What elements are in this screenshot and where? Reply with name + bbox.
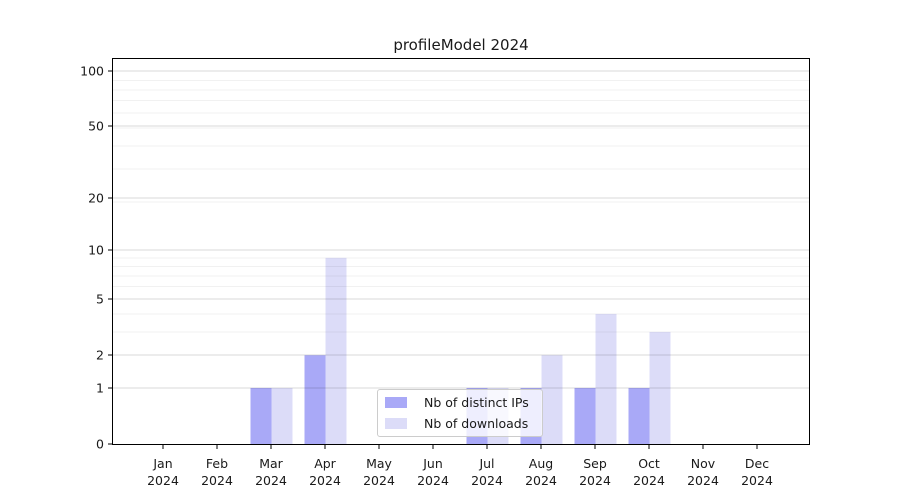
bar-distinct-ips-sep — [574, 387, 596, 444]
x-tick-label-year: 2024 — [363, 473, 395, 488]
chart-title: profileModel 2024 — [393, 36, 529, 54]
grid-layer — [113, 70, 809, 389]
x-tick-label-year: 2024 — [525, 473, 557, 488]
x-tick-label-year: 2024 — [741, 473, 773, 488]
x-tick-label-year: 2024 — [471, 473, 503, 488]
x-tick-label-month: Feb — [206, 456, 228, 471]
x-tick-label-month: Jan — [152, 456, 172, 471]
y-tick-label: 1 — [96, 380, 104, 395]
legend-label-distinct-ips: Nb of distinct IPs — [424, 395, 529, 410]
y-tick-label: 10 — [88, 243, 104, 258]
y-tick-label: 20 — [88, 190, 104, 205]
x-tick-label-year: 2024 — [633, 473, 665, 488]
x-tick-label-month: Jul — [478, 456, 494, 471]
legend-item-distinct-ips: Nb of distinct IPs — [385, 393, 534, 412]
x-tick-label-month: Sep — [583, 456, 607, 471]
legend-label-downloads: Nb of downloads — [424, 416, 529, 431]
x-tick-label-month: May — [366, 456, 392, 471]
bar-distinct-ips-apr — [304, 355, 326, 444]
legend: Nb of distinct IPs Nb of downloads — [377, 389, 543, 437]
x-tick-label-month: Mar — [259, 456, 283, 471]
y-tick-label: 5 — [96, 292, 104, 307]
bar-downloads-sep — [595, 313, 617, 444]
x-tick-label-month: Jun — [422, 456, 443, 471]
x-tick-label-year: 2024 — [687, 473, 719, 488]
bar-distinct-ips-mar — [250, 387, 272, 444]
x-tick-label-year: 2024 — [309, 473, 341, 488]
y-tick-label: 50 — [88, 119, 104, 134]
bar-downloads-aug — [541, 355, 563, 444]
legend-swatch-distinct-ips — [385, 397, 407, 408]
x-tick-label-month: Nov — [691, 456, 716, 471]
x-tick-label-year: 2024 — [417, 473, 449, 488]
legend-item-downloads: Nb of downloads — [385, 414, 534, 433]
y-tick-label: 100 — [80, 64, 104, 79]
axes-spines — [112, 58, 810, 445]
legend-swatch-downloads — [385, 418, 407, 429]
x-tick-label-month: Oct — [638, 456, 660, 471]
bar-downloads-mar — [271, 387, 293, 444]
x-tick-label-year: 2024 — [201, 473, 233, 488]
y-tick-label: 0 — [96, 437, 104, 452]
x-tick-label-year: 2024 — [579, 473, 611, 488]
x-tick-label-month: Dec — [745, 456, 769, 471]
bar-downloads-apr — [325, 257, 347, 444]
bar-downloads-oct — [649, 331, 671, 444]
x-tick-label-year: 2024 — [255, 473, 287, 488]
x-tick-label-month: Apr — [314, 456, 336, 471]
bar-distinct-ips-oct — [628, 387, 650, 444]
y-tick-label: 2 — [96, 348, 104, 363]
x-tick-label-month: Aug — [529, 456, 553, 471]
ticks-layer: 0 1 2 5 10 20 50 100 Jan 2024 Feb 2024 Mar 2024 Apr 202… — [80, 64, 773, 489]
x-tick-label-year: 2024 — [147, 473, 179, 488]
